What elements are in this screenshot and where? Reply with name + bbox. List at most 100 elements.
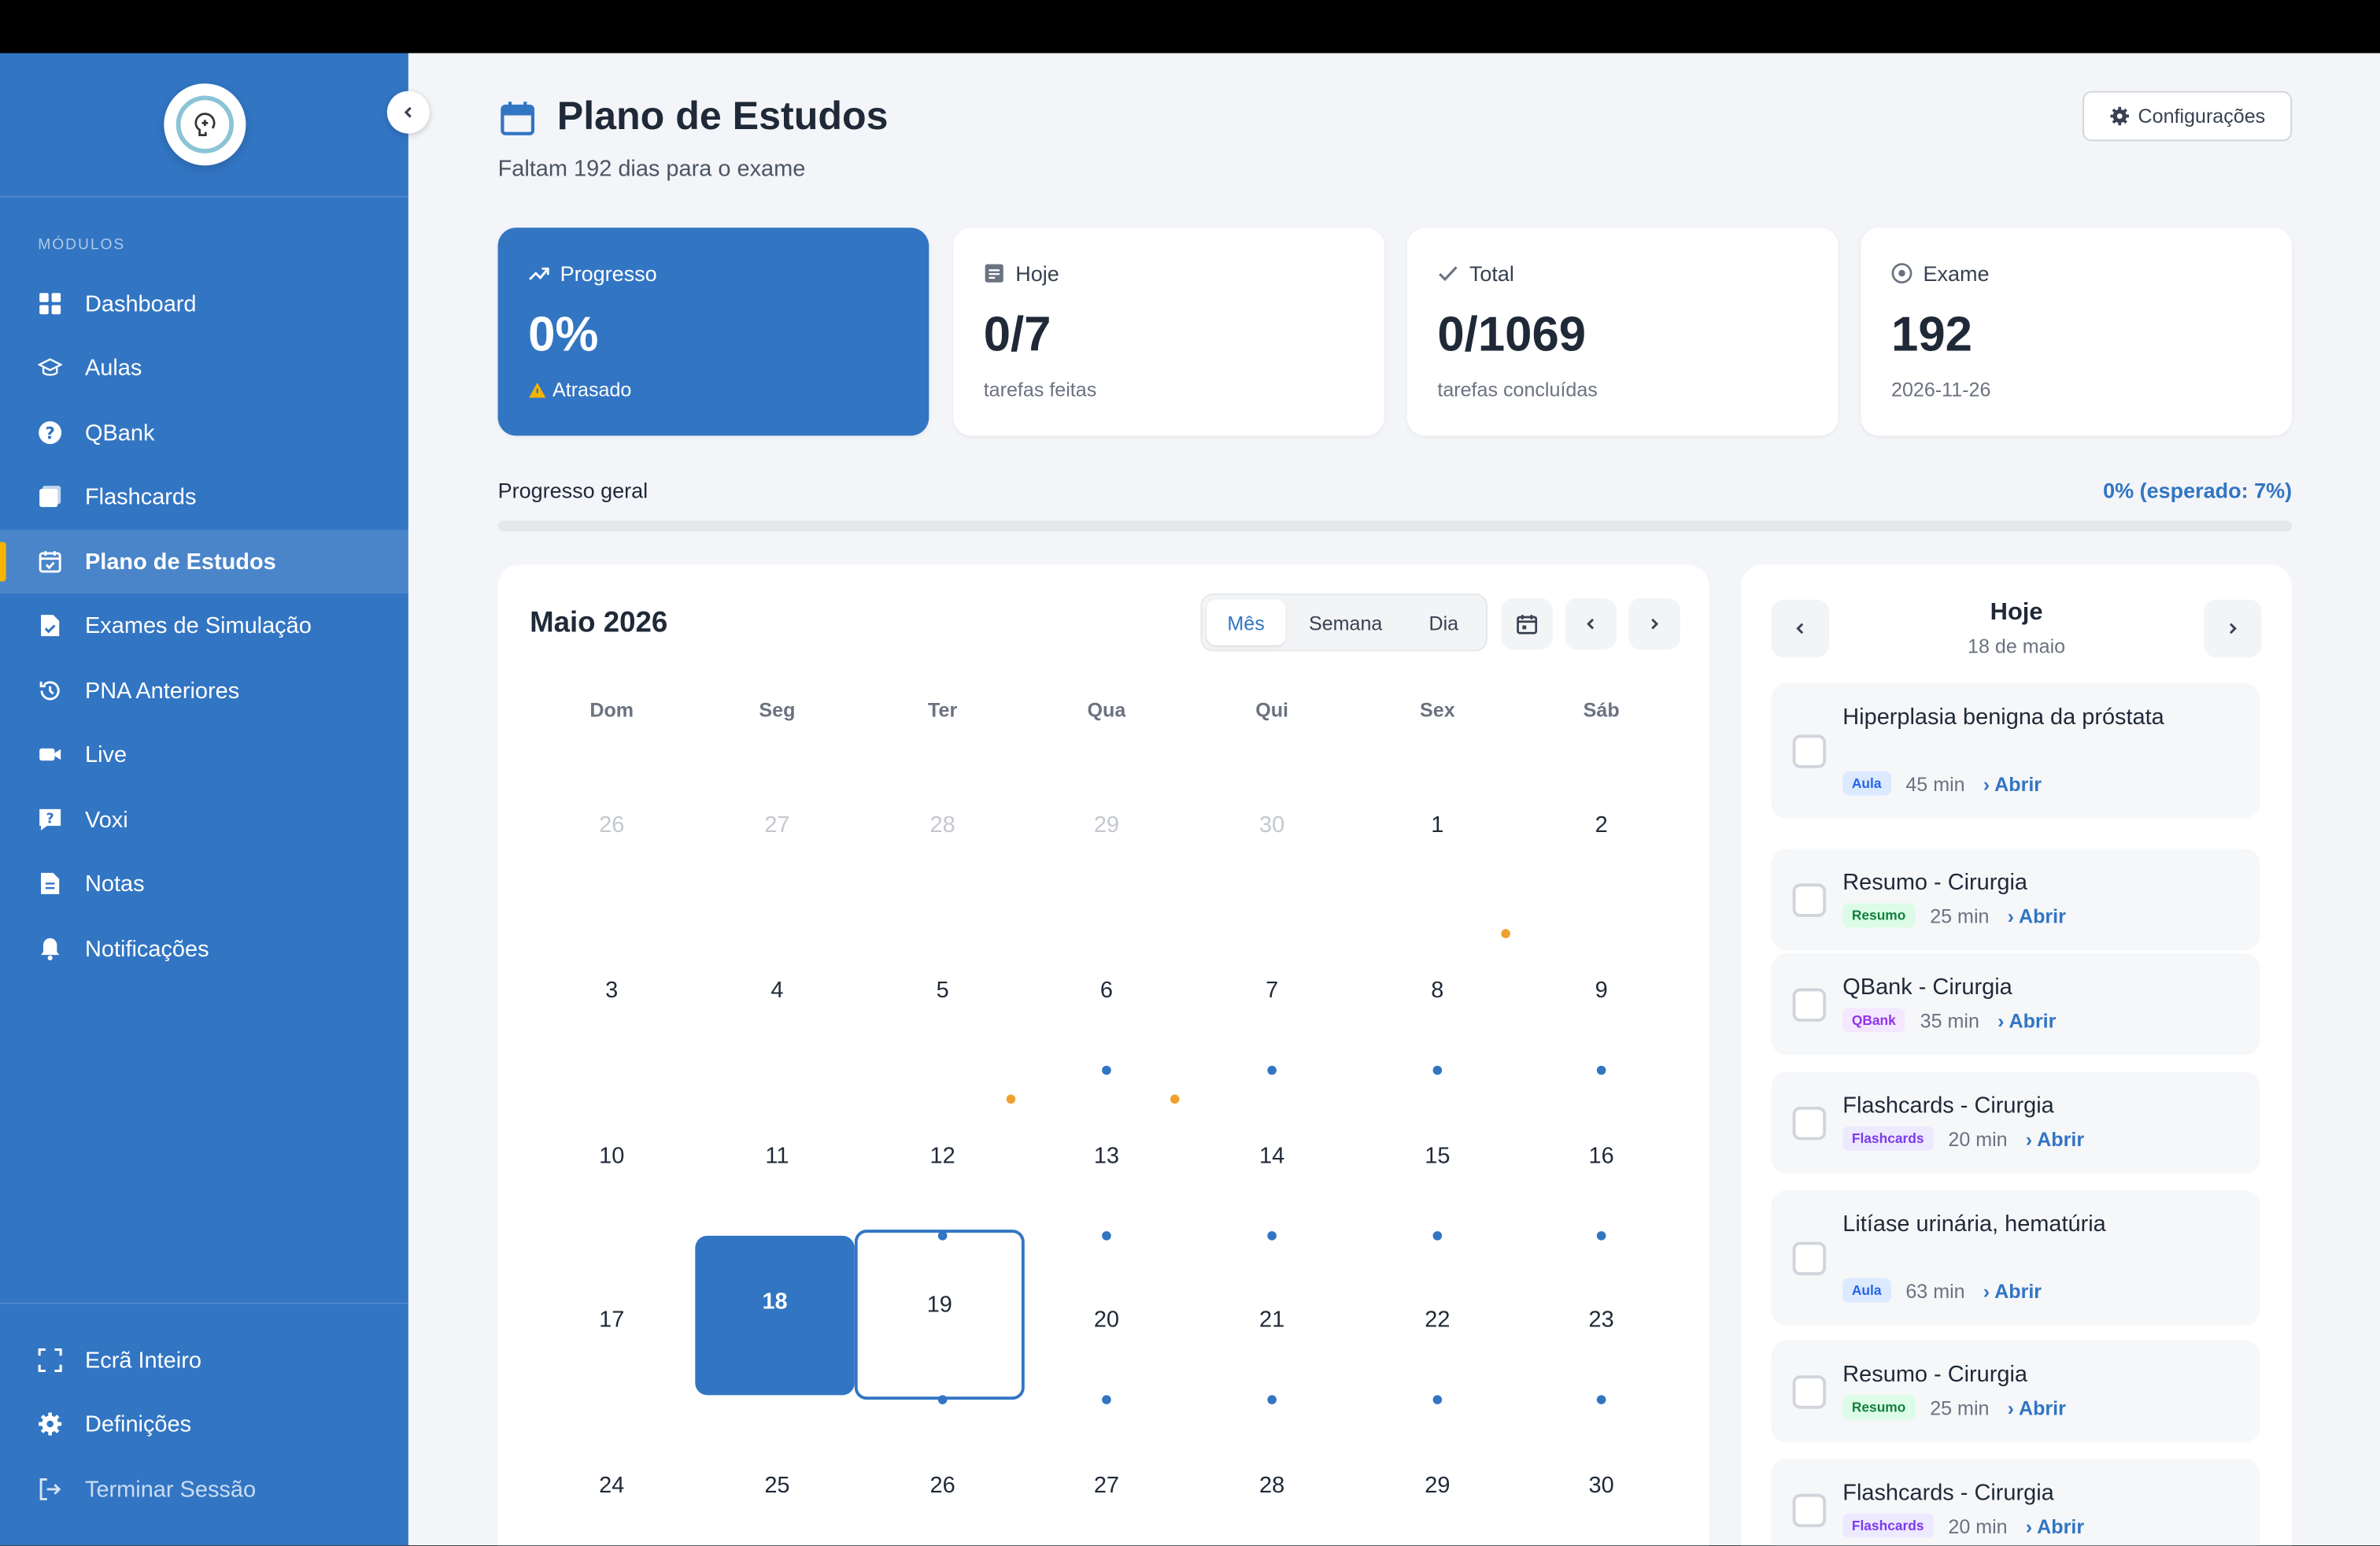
view-switcher: Mês Semana Dia — [1200, 594, 1488, 652]
calendar-day[interactable]: 4 — [695, 924, 859, 1088]
pending-indicator-dot — [1501, 929, 1510, 938]
stat-label: Total — [1469, 261, 1514, 286]
task-checkbox[interactable] — [1792, 1374, 1827, 1408]
prev-day-button[interactable] — [1771, 599, 1829, 658]
calendar-day[interactable]: 24 — [530, 1419, 693, 1545]
sidebar-item-aulas[interactable]: Aulas — [0, 335, 408, 399]
trend-up-icon — [529, 267, 549, 280]
task-open-link[interactable]: › Abrir — [2025, 1126, 2085, 1150]
calendar-day[interactable]: 12 — [860, 1090, 1024, 1254]
next-month-button[interactable] — [1628, 597, 1680, 650]
sidebar-item-logout[interactable]: Terminar Sessão — [0, 1457, 408, 1521]
task-open-link[interactable]: › Abrir — [1998, 1008, 2057, 1032]
task-open-link[interactable]: › Abrir — [1983, 771, 2042, 795]
calendar-day[interactable]: 26 — [860, 1419, 1024, 1545]
calendar-day[interactable]: 10 — [530, 1090, 693, 1254]
view-month-button[interactable]: Mês — [1207, 599, 1285, 645]
view-day-button[interactable]: Dia — [1428, 611, 1459, 634]
calendar-day[interactable]: 29 — [1355, 1419, 1519, 1545]
task-type-badge: Flashcards — [1842, 1126, 1934, 1151]
task-duration: 25 min — [1930, 1396, 1990, 1419]
sidebar-item-fullscreen[interactable]: Ecrã Inteiro — [0, 1328, 408, 1392]
question-circle-icon: ? — [38, 420, 62, 445]
calendar-day[interactable]: 21 — [1190, 1254, 1354, 1418]
calendar-day-number: 14 — [1259, 1143, 1285, 1169]
sidebar-item-live[interactable]: Live — [0, 723, 408, 786]
weekday-header: Qua — [1087, 698, 1126, 722]
calendar-day[interactable]: 19 — [854, 1230, 1025, 1400]
sidebar-item-settings[interactable]: Definições — [0, 1392, 408, 1455]
sidebar-item-flashcards[interactable]: Flashcards — [0, 464, 408, 528]
calendar-day[interactable]: 15 — [1355, 1090, 1519, 1254]
calendar-day[interactable]: 18 — [695, 1235, 855, 1396]
settings-button[interactable]: Configurações — [2082, 91, 2293, 142]
stat-card-today: Hoje 0/7 tarefas feitas — [953, 227, 1384, 436]
calendar-day-number: 24 — [599, 1472, 625, 1499]
calendar-day[interactable]: 30 — [1190, 759, 1354, 923]
calendar-day[interactable]: 23 — [1519, 1254, 1683, 1418]
calendar-day[interactable]: 16 — [1519, 1090, 1683, 1254]
task-checkbox[interactable] — [1792, 882, 1827, 916]
calendar-day[interactable]: 5 — [860, 924, 1024, 1088]
task-open-link[interactable]: › Abrir — [2025, 1514, 2085, 1537]
task-type-badge: Aula — [1842, 1278, 1891, 1303]
calendar-day-number: 9 — [1595, 977, 1608, 1004]
sidebar-item-voxi[interactable]: ? Voxi — [0, 788, 408, 852]
sidebar-item-notificacoes[interactable]: Notificações — [0, 917, 408, 981]
cards-icon — [38, 484, 62, 509]
next-day-button[interactable] — [2204, 599, 2262, 658]
sidebar-item-exames-de-simulacao[interactable]: Exames de Simulação — [0, 594, 408, 657]
task-indicator-dot — [1267, 1065, 1277, 1075]
calendar-day[interactable]: 17 — [530, 1254, 693, 1418]
calendar-day[interactable]: 14 — [1190, 1090, 1354, 1254]
calendar-day-number: 7 — [1266, 977, 1279, 1004]
today-button[interactable] — [1501, 597, 1553, 650]
calendar-day[interactable]: 28 — [1190, 1419, 1354, 1545]
calendar-day[interactable]: 27 — [695, 759, 859, 923]
calendar-day[interactable]: 25 — [695, 1419, 859, 1545]
calendar-day[interactable]: 9 — [1519, 924, 1683, 1088]
overall-progress-bar — [497, 520, 2293, 531]
task-open-link[interactable]: › Abrir — [2007, 904, 2066, 927]
calendar-day[interactable]: 11 — [695, 1090, 859, 1254]
calendar-day-number: 28 — [929, 812, 955, 838]
task-checkbox[interactable] — [1792, 1105, 1827, 1140]
task-checkbox[interactable] — [1792, 987, 1827, 1021]
view-week-button[interactable]: Semana — [1308, 611, 1383, 634]
calendar-day[interactable]: 8 — [1355, 924, 1519, 1088]
calendar-day[interactable]: 2 — [1519, 759, 1683, 923]
calendar-day[interactable]: 29 — [1025, 759, 1188, 923]
calendar-day[interactable]: 30 — [1519, 1419, 1683, 1545]
calendar-day[interactable]: 6 — [1025, 924, 1188, 1088]
list-icon — [985, 264, 1003, 283]
calendar-day[interactable]: 13 — [1025, 1090, 1188, 1254]
calendar-day[interactable]: 22 — [1355, 1254, 1519, 1418]
sidebar-item-notas[interactable]: Notas — [0, 852, 408, 915]
task-open-link[interactable]: › Abrir — [1983, 1278, 2042, 1302]
calendar-day-number: 5 — [936, 977, 949, 1004]
prev-month-button[interactable] — [1565, 597, 1617, 650]
calendar-day[interactable]: 1 — [1355, 759, 1519, 923]
calendar-day[interactable]: 7 — [1190, 924, 1354, 1088]
sidebar-item-qbank[interactable]: ? QBank — [0, 401, 408, 464]
task-indicator-dot — [1102, 1231, 1111, 1241]
sidebar-item-dashboard[interactable]: Dashboard — [0, 272, 408, 335]
task-checkbox[interactable] — [1792, 1241, 1827, 1275]
calendar-day[interactable]: 3 — [530, 924, 693, 1088]
pending-indicator-dot — [1006, 1094, 1016, 1104]
task-duration: 45 min — [1905, 771, 1965, 795]
sidebar-collapse-button[interactable] — [386, 91, 430, 134]
calendar-day[interactable]: 26 — [530, 759, 693, 923]
task-checkbox[interactable] — [1792, 734, 1827, 767]
task-title: Resumo - Cirurgia — [1842, 1361, 2027, 1388]
calendar-day[interactable]: 20 — [1025, 1254, 1188, 1418]
calendar-day[interactable]: 27 — [1025, 1419, 1188, 1545]
sidebar-item-pna-anteriores[interactable]: PNA Anteriores — [0, 659, 408, 723]
calendar-day[interactable]: 28 — [860, 759, 1024, 923]
sidebar-item-plano-de-estudos[interactable]: Plano de Estudos — [0, 530, 408, 594]
task-checkbox[interactable] — [1792, 1492, 1827, 1527]
app-logo[interactable] — [164, 83, 246, 166]
logout-icon — [38, 1477, 62, 1501]
task-open-link[interactable]: › Abrir — [2007, 1396, 2066, 1419]
calendar-day-number: 17 — [599, 1307, 625, 1333]
